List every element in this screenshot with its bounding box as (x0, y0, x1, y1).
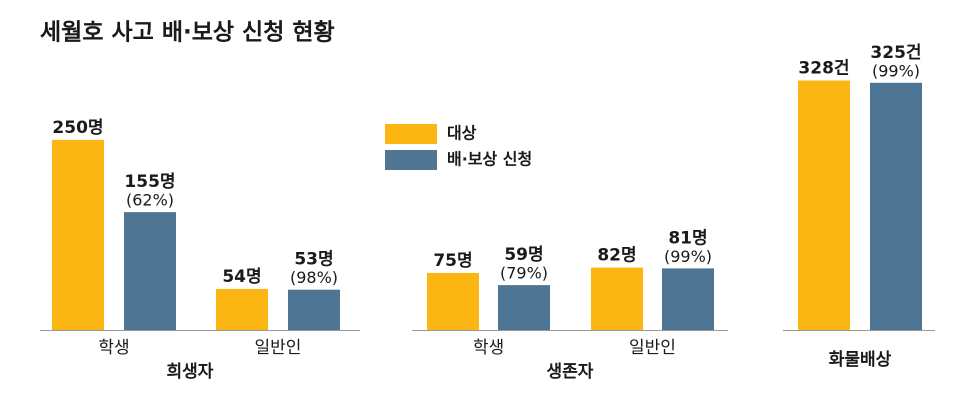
x-axis-label: 생존자 (547, 362, 594, 382)
note-label: (99%) (664, 247, 712, 266)
value-label: 81명 (668, 228, 707, 248)
note-label: (79%) (500, 264, 548, 283)
x-axis-label: 화물배상 (829, 350, 892, 370)
bar (427, 272, 479, 330)
value-label: 53명 (294, 250, 333, 270)
note-label: (62%) (126, 191, 174, 210)
value-label: 75명 (433, 251, 472, 271)
note-label: (98%) (290, 268, 338, 287)
bar (288, 289, 340, 330)
bar (124, 212, 176, 330)
value-label: 155명 (124, 172, 175, 192)
bar (798, 80, 850, 330)
x-tick-label: 일반인 (255, 338, 302, 358)
value-label: 54명 (222, 267, 261, 287)
legend-swatch (385, 124, 437, 144)
bar (591, 267, 643, 330)
legend-label: 배·보상 신청 (447, 150, 532, 169)
bar (870, 82, 922, 330)
x-axis-label: 희생자 (167, 362, 214, 382)
bar (662, 268, 714, 330)
value-label: 59명 (504, 245, 543, 265)
x-tick-label: 학생 (98, 338, 129, 358)
value-label: 328건 (798, 59, 849, 79)
x-tick-label: 일반인 (629, 338, 676, 358)
value-label: 325건 (870, 43, 921, 63)
bar (498, 285, 550, 330)
note-label: (99%) (872, 61, 920, 80)
legend-swatch (385, 150, 437, 170)
x-tick-label: 학생 (473, 338, 504, 358)
legend-label: 대상 (447, 124, 477, 143)
bar (216, 288, 268, 330)
value-label: 82명 (597, 246, 636, 266)
value-label: 250명 (52, 118, 103, 138)
bar (52, 139, 104, 330)
chart-title: 세월호 사고 배·보상 신청 현황 (40, 20, 335, 46)
